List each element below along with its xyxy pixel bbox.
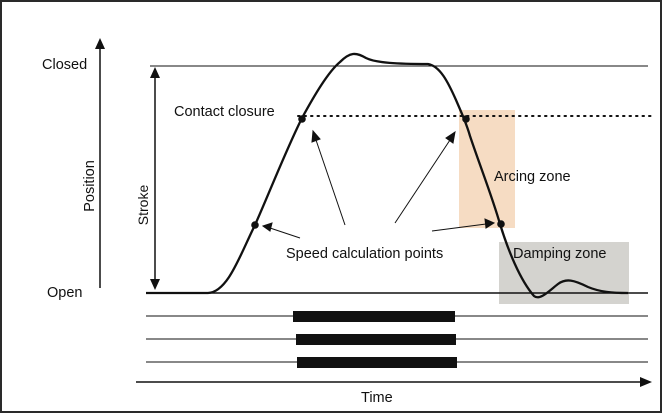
closed-label: Closed: [42, 57, 87, 73]
speed-point-4: [497, 220, 505, 228]
pointer-arrowhead-2-icon: [311, 129, 321, 143]
pointer-arrow-3: [394, 139, 451, 224]
speed-point-1: [251, 221, 259, 229]
contact-closure-label: Contact closure: [174, 104, 275, 120]
timing-bar-1: [293, 311, 455, 322]
speed-point-3: [462, 115, 470, 123]
arcing-zone-label: Arcing zone: [494, 169, 571, 185]
travel-curve: [146, 52, 629, 299]
timing-bar-2: [296, 334, 456, 345]
time-axis-arrowhead-icon: [640, 377, 652, 387]
time-axis-label: Time: [361, 390, 393, 406]
pointer-arrowhead-1-icon: [261, 222, 273, 232]
speed-calculation-points-label: Speed calculation points: [286, 246, 443, 262]
pointer-arrow-1: [269, 227, 301, 239]
damping-zone-label: Damping zone: [513, 246, 607, 262]
stroke-arrow-top-icon: [150, 67, 160, 78]
position-axis-label: Position: [82, 160, 98, 212]
speed-point-2: [298, 115, 306, 123]
pointer-arrow-2: [315, 139, 346, 226]
pointer-arrowhead-3-icon: [445, 130, 456, 144]
stroke-label: Stroke: [135, 185, 151, 226]
timing-bar-3: [297, 357, 457, 368]
open-label: Open: [47, 285, 82, 301]
stroke-arrow-bottom-icon: [150, 279, 160, 290]
pointer-arrowhead-4-icon: [484, 218, 496, 229]
position-axis-arrowhead-icon: [95, 38, 105, 49]
speed-point-pointers: [261, 129, 496, 239]
pointer-arrow-4: [431, 223, 487, 232]
